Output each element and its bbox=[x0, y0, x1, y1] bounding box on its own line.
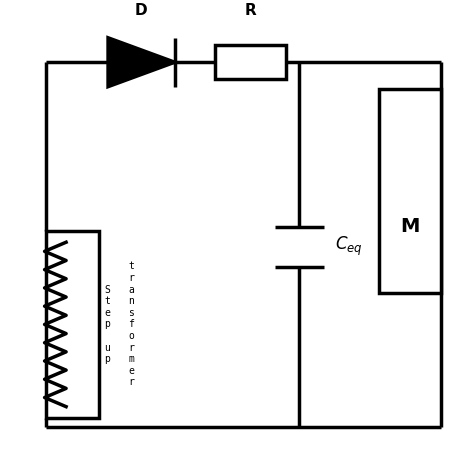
Text: $C_{eq}$: $C_{eq}$ bbox=[335, 235, 362, 258]
Text: M: M bbox=[400, 217, 420, 236]
Polygon shape bbox=[108, 38, 175, 86]
Bar bbox=[379, 89, 441, 293]
Text: S
t
e
p

u
p: S t e p u p bbox=[105, 285, 110, 364]
Text: t
r
a
n
s
f
o
r
m
e
r: t r a n s f o r m e r bbox=[128, 261, 134, 387]
Text: R: R bbox=[245, 3, 256, 18]
Text: D: D bbox=[135, 3, 148, 18]
Bar bbox=[215, 45, 286, 79]
Bar bbox=[46, 231, 99, 418]
